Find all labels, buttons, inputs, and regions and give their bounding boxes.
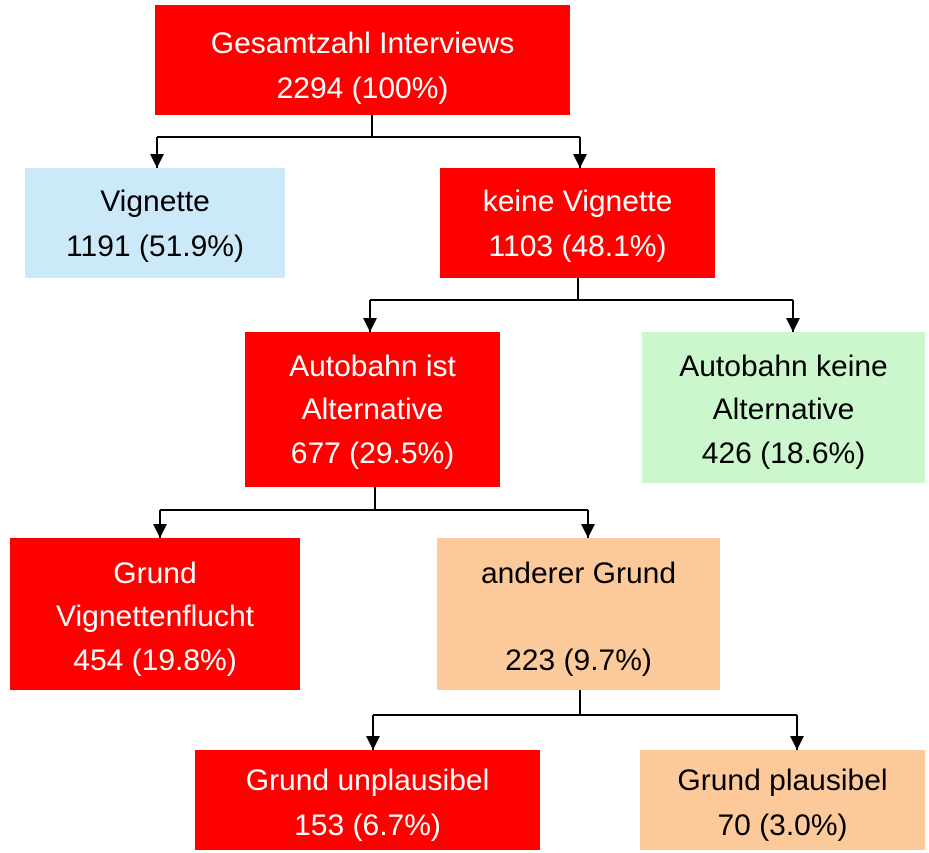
node-label: 426 (18.6%) [702, 437, 865, 470]
node: Autobahn ist Alternative 677 (29.5%) [245, 332, 500, 487]
node-label: 223 (9.7%) [505, 644, 652, 677]
node-label: 454 (19.8%) [73, 644, 236, 677]
node-label: Alternative [302, 393, 444, 426]
node-box [195, 750, 540, 850]
connector [370, 278, 793, 301]
node-box [642, 332, 925, 483]
node-label: 153 (6.7%) [294, 809, 441, 842]
node: Gesamtzahl Interviews 2294 (100%) [155, 5, 570, 115]
node: Grund Vignettenflucht 454 (19.8%) [10, 538, 300, 690]
node: Autobahn keine Alternative 426 (18.6%) [642, 332, 925, 483]
node: Grund plausibel 70 (3.0%) [640, 750, 925, 850]
node-label: 2294 (100%) [277, 72, 449, 105]
node: Grund unplausibel 153 (6.7%) [195, 750, 540, 850]
connector [157, 115, 580, 138]
node-label: Alternative [713, 393, 855, 426]
node-label: Grund unplausibel [246, 764, 490, 797]
node: keine Vignette 1103 (48.1%) [440, 168, 715, 278]
node-label: Autobahn ist [289, 350, 456, 383]
node: anderer Grund 223 (9.7%) [437, 538, 720, 690]
node-label: 677 (29.5%) [291, 437, 454, 470]
node-label: keine Vignette [483, 185, 673, 218]
node-box [155, 5, 570, 115]
node-label: Vignettenflucht [56, 600, 255, 633]
node-box [25, 168, 285, 278]
node-label: 1103 (48.1%) [489, 230, 667, 263]
node-label: Autobahn keine [679, 350, 888, 383]
node-label: anderer Grund [481, 557, 676, 590]
node-label: Grund [113, 557, 196, 590]
node-box [245, 332, 500, 487]
connector [160, 487, 588, 511]
node-label: Grund plausibel [677, 764, 887, 797]
node-label: 70 (3.0%) [717, 809, 847, 842]
connector [373, 690, 797, 716]
node-box [437, 538, 720, 690]
node-box [10, 538, 300, 690]
node-box [440, 168, 715, 278]
node: Vignette 1191 (51.9%) [25, 168, 285, 278]
node-label: Gesamtzahl Interviews [211, 27, 514, 60]
node-label: Vignette [100, 185, 210, 218]
node-box [640, 750, 925, 850]
node-label: 1191 (51.9%) [66, 230, 244, 263]
connectors [150, 115, 804, 750]
